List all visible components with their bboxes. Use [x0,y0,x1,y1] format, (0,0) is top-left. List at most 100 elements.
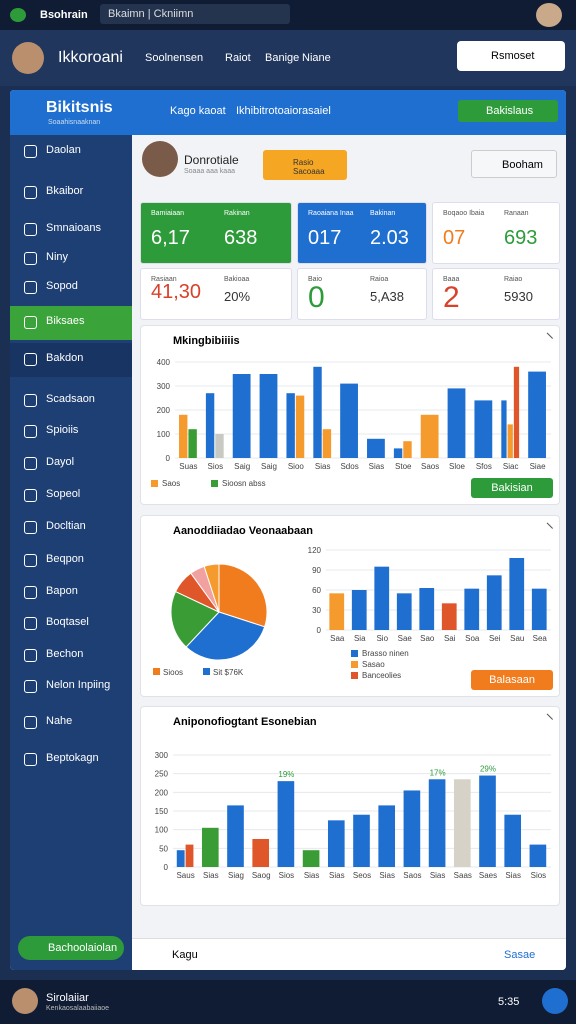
legend-label: Brasso ninen [362,649,409,658]
stat-card: Bamiaiaan Rakinan 6,17 638 [140,202,292,264]
menu-icon [24,425,37,438]
stat-label: Baio [308,276,323,283]
menu-item[interactable]: Docltian [46,520,86,532]
sidebar: Bachoolaiolan Daolan Bkaibor Smnaioans Niny… [10,135,132,970]
nav-link[interactable]: Raiot [225,52,251,64]
y-tick-label: 50 [159,844,168,853]
menu-item[interactable]: Niny [46,251,69,263]
footer-right[interactable]: Sasae [504,949,536,961]
bar [428,779,446,867]
bar [201,827,219,867]
menu-item[interactable]: Boqtasel [46,616,89,628]
bar [419,588,435,630]
legend-swatch [203,668,210,675]
badge[interactable]: Rasio Sacoaaa [263,150,347,180]
avatar[interactable] [536,3,562,27]
close[interactable] [540,713,554,726]
x-tick-label: Sios [279,871,295,880]
nav-link[interactable]: Soolnensen [145,52,204,64]
profile-avatar [142,141,178,177]
menu-item[interactable]: Sopod [46,280,78,292]
y-tick-label: 300 [157,382,171,391]
menu-item[interactable]: Beqpon [46,553,84,565]
user-avatar[interactable] [12,42,44,74]
nav-link[interactable]: Banige [265,52,300,64]
menu-item[interactable]: Nahe [46,715,73,727]
close[interactable] [540,332,554,345]
menu-item[interactable]: Dayol [46,456,75,468]
chart-button[interactable]: Bakisian [471,478,553,498]
bar [327,820,345,867]
dropdown[interactable]: Booham [471,150,557,178]
x-tick-label: Sias [369,462,385,471]
chart: 0 100 200 300 400 Suas Sios Saig Saig Sioo Sias Sdo… [151,358,551,488]
chart-button[interactable]: Balasaan [471,670,553,690]
stat-label: Boqaoo Ibaia [443,210,485,217]
sidebar-footer[interactable]: Bachoolaiolan [18,936,124,960]
menu-item[interactable]: Scadsaon [46,393,95,405]
notice[interactable]: Rsmoset [457,41,565,71]
stat-value: 5,A38 [370,289,404,304]
menu-icon [24,252,37,265]
menu-item[interactable]: Biksaes [46,315,85,327]
stat-label: Baaa [443,276,460,283]
menu-icon [24,316,37,329]
stat-value: 638 [224,227,258,249]
legend-swatch [351,661,358,668]
x-tick-label: Sea [533,634,548,643]
menu-item[interactable]: Bechon [46,648,84,660]
tab[interactable]: Kago kaoat [170,105,226,117]
stat-card: Raoaiana Inaa Bakinan 017 2.03 [297,202,427,264]
chat-button[interactable] [542,988,568,1014]
x-tick-label: Saos [421,462,439,471]
bar [474,400,493,458]
x-tick-label: Saig [234,462,250,471]
bar [447,388,466,458]
stat-value: 5930 [504,289,533,304]
menu-item[interactable]: Spioiis [46,424,79,436]
menu-icon [24,554,37,567]
search[interactable]: Bkaimn | Ckniimn [100,4,290,24]
bar [205,393,215,458]
bar [453,779,471,867]
nav-link[interactable]: Niane [302,52,331,64]
brand-sub: Soaahisnaaknan [48,119,101,126]
bar [295,395,305,458]
bar [509,558,525,630]
bar [479,775,496,867]
action-button[interactable]: Bakislaus [458,100,558,122]
close[interactable] [540,522,554,535]
x-tick-label: Saes [479,871,497,880]
pie-slice [218,563,268,628]
menu-item[interactable]: Bkaibor [46,185,84,197]
x-tick-label: Stoe [395,462,412,471]
menu-icon [24,680,37,693]
x-tick-label: Saas [454,871,472,880]
menu-item[interactable]: Daolan [46,144,81,156]
menu-item[interactable]: Smnaioans [46,222,102,234]
x-tick-label: Seos [353,871,371,880]
bar [232,374,251,458]
y-tick-label: 100 [155,826,169,835]
stat-value: 693 [504,227,538,249]
x-tick-label: Siac [503,462,519,471]
y-tick-label: 60 [312,586,321,595]
value-label: 17% [430,768,446,777]
menu-item[interactable]: Sopeol [46,488,81,500]
menu-item[interactable]: Bakdon [46,352,84,364]
x-tick-label: Sfos [476,462,492,471]
menu-icon [24,586,37,599]
stat-card: Baaa Raiao 2 5930 [432,268,560,320]
bar [302,850,320,867]
bar [179,414,188,458]
bar [353,814,370,867]
x-tick-label: Soa [465,634,480,643]
menu-item[interactable]: Beptokagn [46,752,99,764]
menu-item[interactable]: Bapon [46,585,78,597]
x-tick-label: Sias [505,871,521,880]
menu-item[interactable]: Nelon Inpiing [46,679,111,691]
legend-swatch [151,480,158,487]
bar [277,781,295,867]
bar [393,448,403,458]
